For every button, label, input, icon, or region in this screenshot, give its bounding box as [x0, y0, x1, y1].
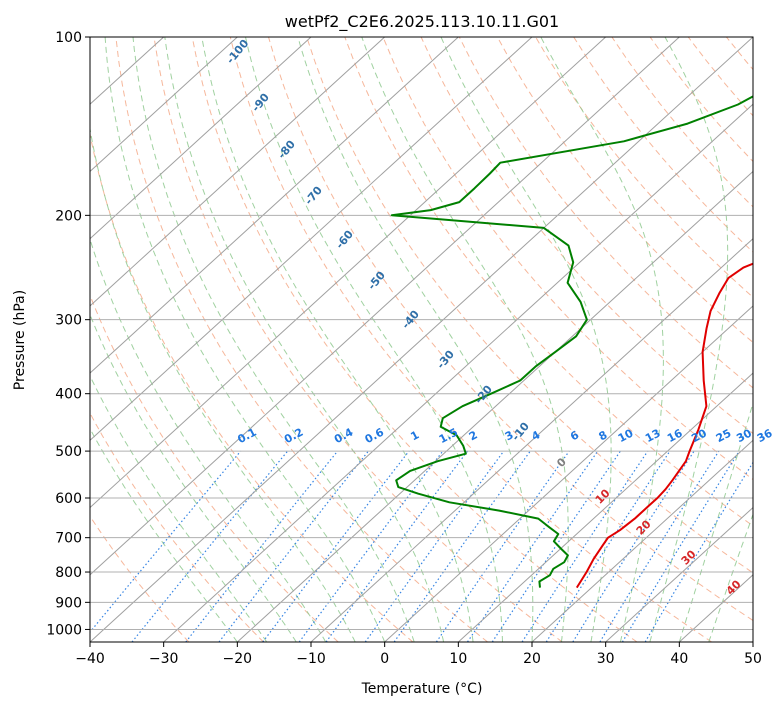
y-tick-label: 600	[55, 491, 82, 507]
mixing-ratio-label: 16	[665, 426, 685, 445]
mixing-ratio-line	[521, 450, 649, 642]
mixing-ratio-label: 13	[643, 427, 663, 446]
x-tick-label: −20	[223, 651, 253, 667]
isotherm	[90, 37, 607, 509]
background-lines	[90, 37, 753, 642]
dry-adiabat	[268, 37, 753, 622]
isotherm	[531, 439, 753, 642]
dry-adiabat	[191, 37, 638, 642]
isotherm	[457, 372, 753, 642]
mixing-ratio-line	[621, 450, 740, 642]
mixing-ratio-line	[466, 450, 599, 642]
dewpoint-line	[390, 95, 753, 588]
y-tick-label: 200	[55, 208, 82, 224]
isotherm	[236, 170, 753, 642]
dry-adiabat	[496, 37, 753, 344]
y-tick-label: 300	[55, 313, 82, 329]
isotherm	[90, 37, 386, 307]
moist-adiabat	[90, 374, 268, 642]
dry-adiabat	[306, 37, 753, 574]
isotherm	[605, 506, 753, 642]
x-tick-label: 0	[380, 651, 389, 667]
mixing-ratio-label: 25	[714, 427, 734, 446]
moist-adiabat	[678, 401, 753, 642]
isotherm	[90, 37, 312, 240]
isotherm	[90, 37, 680, 576]
y-tick-label: 100	[55, 30, 82, 46]
dry-adiabat	[90, 131, 414, 642]
moist-adiabat	[90, 313, 297, 642]
y-tick-label: 1000	[46, 622, 82, 638]
mixing-ratio-line	[262, 450, 410, 642]
x-tick-label: −40	[75, 651, 105, 667]
moist-adiabat	[245, 37, 503, 642]
x-tick-label: 50	[744, 651, 762, 667]
isotherm	[384, 305, 753, 642]
moist-adiabat	[708, 513, 753, 642]
dry-adiabat	[90, 412, 264, 642]
x-axis: −40 −30 −20 −10 0 10 20 30 40 50	[75, 642, 762, 667]
mixing-ratio-line	[185, 450, 339, 642]
x-tick-label: −10	[296, 651, 326, 667]
mixing-ratio-line	[435, 450, 570, 642]
dry-adiabat	[535, 37, 753, 298]
isotherm	[90, 37, 753, 642]
dry-adiabat	[153, 37, 563, 642]
moist-adiabat	[104, 37, 386, 642]
mixing-ratio-line	[572, 450, 695, 642]
x-tick-label: −30	[149, 651, 179, 667]
mixing-ratio-label: 20	[689, 426, 709, 445]
mixing-ratio-line	[131, 450, 289, 642]
moist-adiabat	[90, 125, 356, 642]
mixing-ratio-line	[90, 450, 242, 633]
moist-adiabat	[649, 37, 729, 642]
chart-title: wetPf2_C2E6.2025.113.10.11.G01	[285, 12, 559, 32]
moist-adiabat	[164, 37, 445, 642]
dry-adiabat	[115, 37, 488, 642]
pressure-grid	[90, 37, 753, 630]
moist-adiabat	[297, 37, 534, 642]
mixing-ratio-line	[325, 450, 468, 642]
moist-adiabat	[361, 37, 569, 642]
mixing-ratio-line	[491, 450, 621, 642]
mixing-ratio-line	[545, 450, 671, 642]
mixing-ratio-line	[298, 450, 444, 642]
x-tick-label: 30	[597, 651, 615, 667]
moist-adiabat	[540, 37, 664, 642]
x-tick-label: 10	[449, 651, 467, 667]
mixing-ratio-label: 10	[616, 426, 636, 445]
temperature-line	[575, 262, 753, 589]
y-tick-label: 900	[55, 595, 82, 611]
profiles	[390, 95, 753, 589]
isotherm	[90, 37, 533, 442]
mixing-ratio-label: 30	[734, 426, 754, 445]
y-tick-label: 800	[55, 565, 82, 581]
isotherm	[163, 103, 753, 642]
mixing-ratio-label: 36	[755, 426, 775, 445]
isotherm	[310, 237, 753, 642]
dry-adiabat	[90, 515, 190, 642]
moist-adiabat	[440, 37, 612, 642]
y-tick-label: 400	[55, 387, 82, 403]
moist-adiabat	[201, 37, 474, 642]
isotherm	[90, 37, 459, 374]
y-tick-label: 700	[55, 531, 82, 547]
x-tick-label: 20	[523, 651, 541, 667]
y-tick-label: 500	[55, 444, 82, 460]
moist-adiabat	[90, 237, 327, 642]
isotherm	[90, 37, 238, 173]
mixing-ratio-line	[364, 450, 505, 642]
moist-adiabat	[90, 427, 238, 642]
x-axis-label: Temperature (°C)	[361, 681, 483, 697]
y-axis-label: Pressure (hPa)	[12, 290, 28, 390]
dry-adiabat	[382, 37, 753, 481]
x-tick-label: 40	[670, 651, 688, 667]
y-axis: 1000 900 800 700 600 500 400 300 200 100	[46, 30, 90, 638]
plot-frame	[89, 36, 754, 643]
